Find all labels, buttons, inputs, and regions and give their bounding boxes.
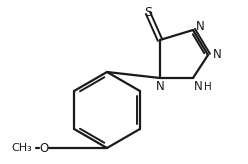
Text: O: O — [39, 142, 49, 154]
Text: N: N — [194, 81, 202, 93]
Text: CH₃: CH₃ — [12, 143, 32, 153]
Text: N: N — [196, 20, 204, 33]
Text: N: N — [213, 49, 221, 62]
Text: N: N — [156, 80, 164, 92]
Text: S: S — [144, 7, 152, 20]
Text: H: H — [204, 82, 212, 92]
